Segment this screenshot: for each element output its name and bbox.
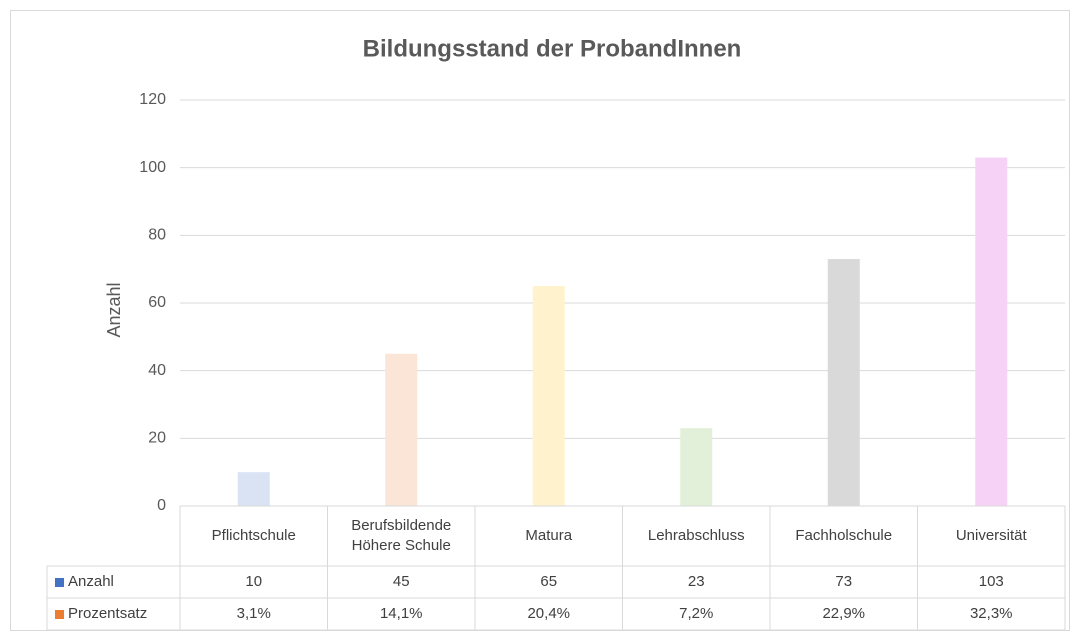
table-value: 3,1%	[236, 605, 271, 622]
category-label: Lehrabschluss	[647, 527, 745, 544]
table-value: 23	[687, 573, 705, 590]
table-value: 45	[392, 573, 410, 590]
table-value: 20,4%	[527, 605, 571, 622]
category-label: Pflichtschule	[211, 527, 296, 544]
bar	[975, 157, 1008, 506]
category-label: Berufsbildende Höhere Schule	[351, 517, 452, 554]
table-value: 22,9%	[822, 605, 866, 622]
table-value: 73	[835, 573, 853, 590]
table-value: 65	[540, 573, 558, 590]
table-value: 32,3%	[969, 605, 1013, 622]
y-tick-label: 60	[148, 294, 166, 311]
category-label: Universität	[955, 527, 1027, 544]
table-value: 14,1%	[379, 605, 423, 622]
legend-key	[55, 577, 64, 587]
legend-key	[55, 609, 64, 619]
legend-entry: Prozentsatz	[47, 598, 180, 630]
category-label: Fachholschule	[795, 527, 893, 544]
bar	[680, 428, 713, 506]
table-value: 7,2%	[679, 605, 714, 622]
chart-title: Bildungsstand der ProbandInnen	[363, 35, 742, 62]
table-value: 103	[978, 573, 1004, 590]
bar	[827, 259, 860, 506]
y-tick-label: 0	[157, 497, 166, 514]
category-label: Matura	[525, 527, 573, 544]
bar	[385, 353, 418, 506]
y-tick-label: 40	[148, 362, 166, 379]
legend-entry: Anzahl	[47, 566, 180, 598]
bar	[237, 472, 270, 506]
legend-label: Prozentsatz	[68, 605, 148, 622]
bar	[532, 286, 565, 506]
table-value: 10	[245, 573, 263, 590]
y-tick-label: 120	[139, 91, 166, 108]
y-axis-title: Anzahl	[104, 282, 124, 337]
y-tick-label: 100	[139, 159, 166, 176]
y-tick-label: 80	[148, 227, 166, 244]
y-tick-label: 20	[148, 430, 166, 447]
legend-label: Anzahl	[68, 573, 114, 590]
